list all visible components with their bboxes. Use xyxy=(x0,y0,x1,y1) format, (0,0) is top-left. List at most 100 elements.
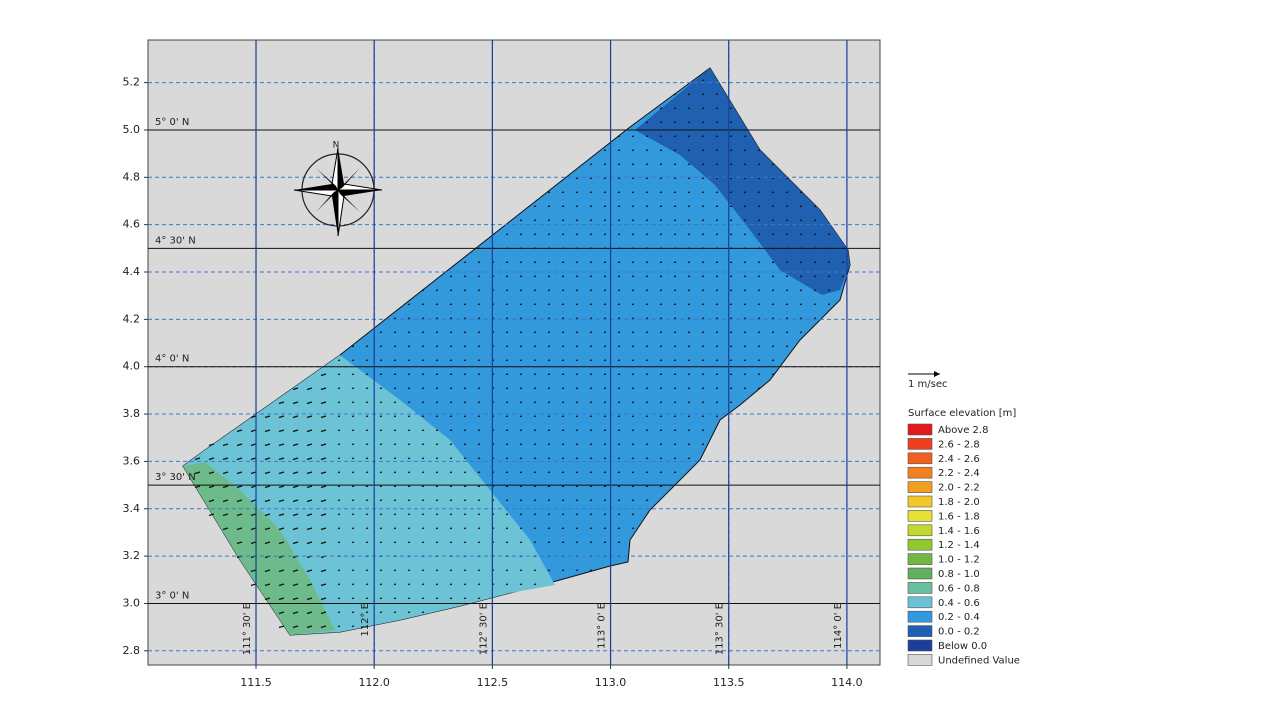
vector xyxy=(715,261,719,264)
vector xyxy=(519,485,523,488)
vector xyxy=(659,443,663,446)
vector xyxy=(379,387,383,390)
vector xyxy=(645,443,649,446)
vector xyxy=(687,177,691,180)
vector xyxy=(617,471,621,474)
vector xyxy=(673,345,677,348)
vector xyxy=(589,289,593,292)
vector xyxy=(463,513,467,516)
vector xyxy=(701,429,705,432)
vector xyxy=(365,485,369,488)
vector xyxy=(435,541,439,544)
vector xyxy=(463,569,467,572)
vector xyxy=(320,401,327,405)
vector xyxy=(222,499,229,503)
vector xyxy=(631,219,635,222)
vector xyxy=(533,457,537,460)
vector xyxy=(547,205,551,208)
vector xyxy=(645,387,649,390)
vector xyxy=(561,191,565,194)
vector xyxy=(645,359,649,362)
vector xyxy=(320,429,327,433)
vector xyxy=(351,359,355,362)
vector xyxy=(407,345,411,348)
vector xyxy=(603,233,607,236)
vector xyxy=(561,303,565,306)
vector xyxy=(435,401,439,404)
vector xyxy=(264,457,271,461)
vector xyxy=(589,219,593,222)
vector xyxy=(687,163,691,166)
vector xyxy=(701,415,705,418)
vector xyxy=(575,401,579,404)
vector xyxy=(477,345,481,348)
vector xyxy=(379,499,383,502)
vector xyxy=(351,569,355,572)
vector xyxy=(519,275,523,278)
vector xyxy=(589,345,593,348)
vector xyxy=(827,233,831,236)
vector xyxy=(449,541,453,544)
legend-label: 1.2 - 1.4 xyxy=(938,540,980,551)
vector xyxy=(463,415,467,418)
vector xyxy=(687,387,691,390)
vector xyxy=(673,121,677,124)
vector xyxy=(505,499,509,502)
vector xyxy=(631,359,635,362)
vector xyxy=(306,401,313,405)
vector xyxy=(477,541,481,544)
vector xyxy=(194,485,201,489)
vector xyxy=(603,275,607,278)
vector xyxy=(757,289,761,292)
legend-label: 0.4 - 0.6 xyxy=(938,598,980,609)
vector xyxy=(421,331,425,334)
vector xyxy=(306,583,313,587)
vector xyxy=(743,303,747,306)
vector xyxy=(519,219,523,222)
vector xyxy=(729,373,733,376)
vector xyxy=(505,331,509,334)
vector xyxy=(575,177,579,180)
vector xyxy=(603,499,607,502)
vector xyxy=(250,569,257,573)
vector xyxy=(463,527,467,530)
vector xyxy=(264,471,271,475)
vector xyxy=(701,219,705,222)
vector xyxy=(449,527,453,530)
vector xyxy=(477,289,481,292)
vector xyxy=(351,499,355,502)
vector xyxy=(505,289,509,292)
vector xyxy=(799,289,803,292)
vector xyxy=(687,135,691,138)
vector xyxy=(365,513,369,516)
vector xyxy=(827,303,831,306)
vector xyxy=(603,205,607,208)
vector xyxy=(505,583,509,586)
vector xyxy=(673,163,677,166)
vector xyxy=(575,373,579,376)
vector xyxy=(687,429,691,432)
vector xyxy=(365,569,369,572)
vector xyxy=(337,583,341,586)
vector xyxy=(575,261,579,264)
vector-scale-label: 1 m/sec xyxy=(908,379,948,390)
vector xyxy=(701,261,705,264)
vector xyxy=(250,513,257,517)
vector xyxy=(561,219,565,222)
legend-label: 1.4 - 1.6 xyxy=(938,526,980,537)
vector xyxy=(547,289,551,292)
vector xyxy=(743,219,747,222)
vector xyxy=(701,359,705,362)
vector xyxy=(547,415,551,418)
vector xyxy=(561,233,565,236)
vector xyxy=(337,359,341,362)
vector xyxy=(701,191,705,194)
legend-swatch xyxy=(907,524,933,537)
vector xyxy=(813,317,817,320)
vector xyxy=(547,457,551,460)
vector xyxy=(547,471,551,474)
vector xyxy=(603,513,607,516)
latitude-label: 3° 30' N xyxy=(155,472,196,483)
vector xyxy=(320,611,327,615)
vector xyxy=(673,219,677,222)
